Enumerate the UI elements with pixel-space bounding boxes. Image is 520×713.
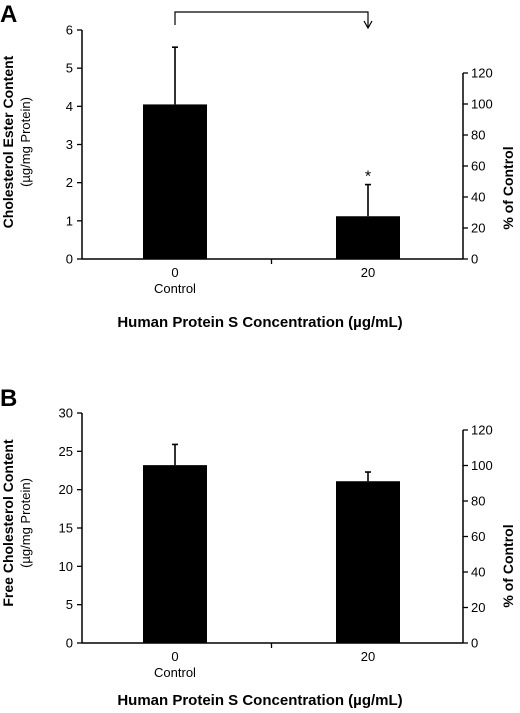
panel-a-y-tick-label-4: 4 [66,99,73,114]
panel-b-y2-tick-label-6: 120 [471,423,493,438]
panel-a-comparison-bracket [174,11,373,30]
panel-b-y2-ticks: 0 20 40 60 80 100 120 [463,423,493,651]
panel-a-y-tick-label-1: 1 [66,213,73,228]
panel-b-bar-1 [336,481,400,643]
panel-b-bars [143,443,400,643]
panel-b-x-tick-label-1: 20 [361,649,375,664]
panel-a-x-tick-label-0: 0 [171,265,178,280]
panel-a-y-tick-label-6: 6 [66,23,73,38]
panel-b-bar-0 [143,465,207,643]
panel-a-bar-1 [336,216,400,259]
panel-a-x-axis-title: Human Protein S Concentration (µg/mL) [117,314,402,331]
panel-b-axes [81,413,464,644]
panel-a-y2-ticks: 0 20 40 60 80 100 120 [463,66,493,267]
panel-b-y-ticks: 0 5 10 15 20 25 30 [59,406,82,651]
panel-a-y-axis-unit: (µg/mg Protein) [18,97,33,187]
panel-a-bar-0 [143,104,207,259]
panel-b-y-tick-label-6: 30 [59,406,73,421]
panel-a-axes [81,30,464,260]
panel-a-x-tick-label-1: 20 [361,265,375,280]
panel-b-x-tick-label-0: 0 [171,649,178,664]
panel-b-y-tick-label-1: 5 [66,597,73,612]
panel-a-y-tick-label-5: 5 [66,61,73,76]
panel-a-bracket-line [174,11,369,27]
panel-a-bracket-arrowhead [363,20,373,30]
panel-a-y2-tick-label-6: 120 [471,66,493,81]
panel-b-y-tick-label-2: 10 [59,559,73,574]
panel-b-y-tick-label-5: 25 [59,444,73,459]
panel-b-y-tick-label-0: 0 [66,636,73,651]
panel-a-y-tick-label-3: 3 [66,137,73,152]
panel-b-y2-tick-label-3: 60 [471,529,485,544]
panel-a-y-axis-title: Cholesterol Ester Content [0,55,16,228]
panel-a-y2-tick-label-1: 20 [471,221,485,236]
panel-b-y-tick-label-4: 20 [59,482,73,497]
panel-a-y-tick-label-0: 0 [66,252,73,267]
panel-b-y-tick-label-3: 15 [59,521,73,536]
panel-b-y2-tick-label-4: 80 [471,494,485,509]
panel-b-y2-axis-title: % of Control [500,524,516,607]
panel-a-y2-tick-label-4: 80 [471,128,485,143]
panel-a-y-tick-label-2: 2 [66,175,73,190]
panel-a-y-ticks: 0 1 2 3 4 5 6 [66,23,82,267]
panel-a-y2-tick-label-5: 100 [471,97,493,112]
panel-a-y2-tick-label-2: 40 [471,190,485,205]
panel-a-y2-tick-label-3: 60 [471,159,485,174]
panel-b-letter: B [0,385,17,412]
panel-a-y2-axis-title: % of Control [500,146,516,229]
panel-b-y-axis-unit: (µg/mg Protein) [18,478,33,568]
panel-a-bars: * [143,46,400,259]
panel-a-x-tick-sublabel-0: Control [154,281,196,296]
panel-b-x-axis-title: Human Protein S Concentration (µg/mL) [117,692,402,709]
panel-b-x-tick-sublabel-0: Control [154,665,196,680]
panel-b-y-axis-title: Free Cholesterol Content [0,439,16,607]
panel-a-y2-tick-label-0: 0 [471,252,478,267]
panel-b-y2-tick-label-5: 100 [471,458,493,473]
panel-b-y2-tick-label-0: 0 [471,636,478,651]
panel-a-significance-mark-1: * [365,169,371,186]
panel-b-y2-tick-label-1: 20 [471,600,485,615]
panel-a-letter: A [0,1,17,28]
panel-b-y2-tick-label-2: 40 [471,565,485,580]
